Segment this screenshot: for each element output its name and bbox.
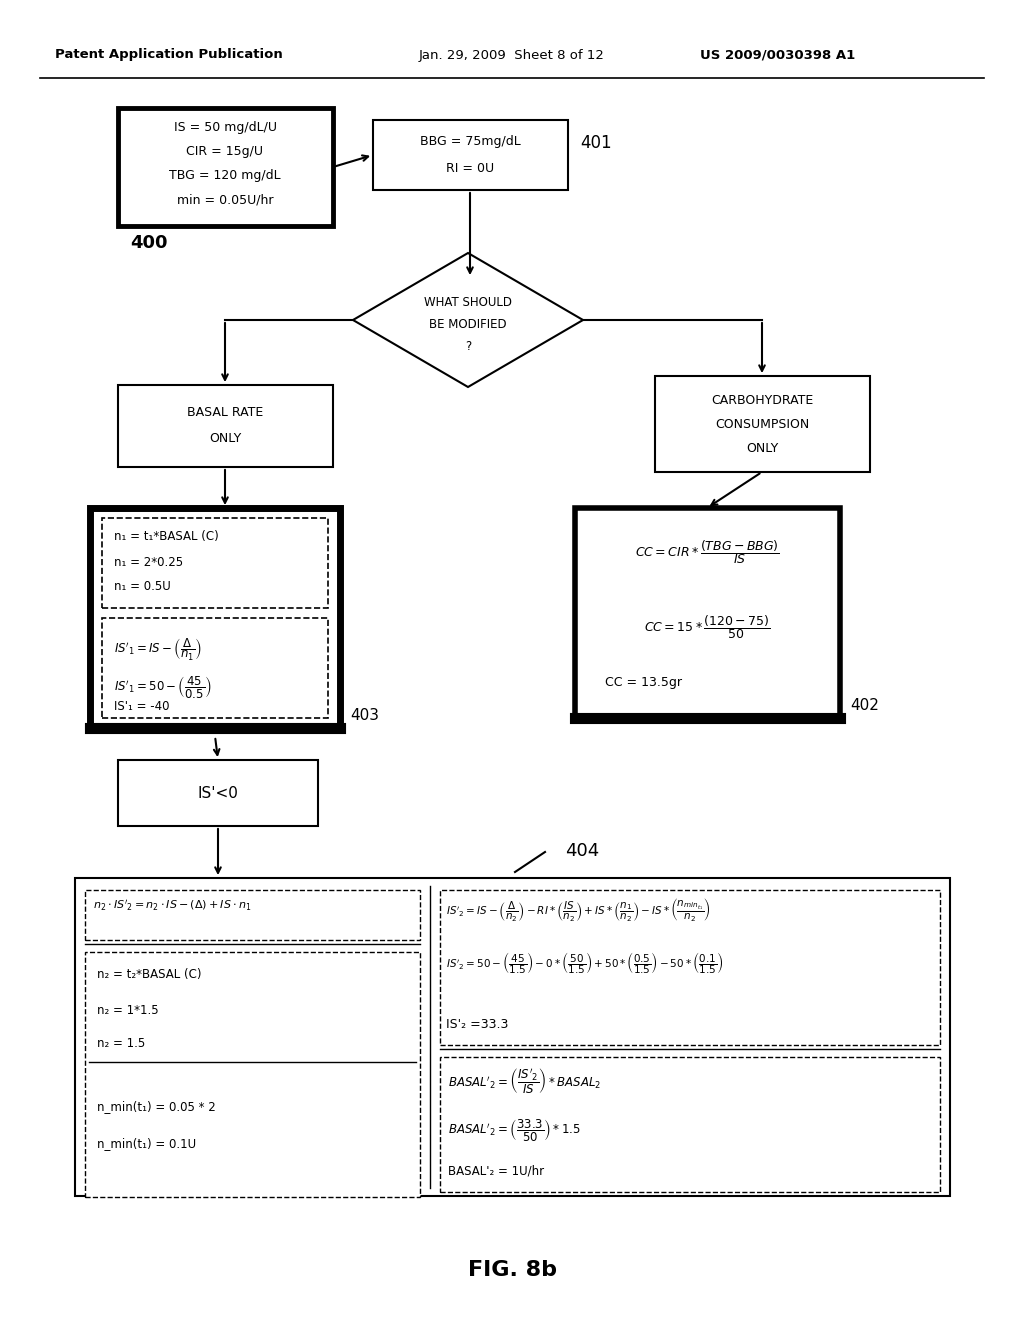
Text: n₁ = 0.5U: n₁ = 0.5U bbox=[114, 579, 171, 593]
Text: 401: 401 bbox=[580, 135, 611, 152]
Text: CC = 13.5gr: CC = 13.5gr bbox=[605, 676, 682, 689]
Text: min = 0.05U/hr: min = 0.05U/hr bbox=[177, 194, 273, 206]
Text: CARBOHYDRATE: CARBOHYDRATE bbox=[711, 393, 813, 407]
Text: n₂ = 1.5: n₂ = 1.5 bbox=[97, 1038, 145, 1049]
Text: ONLY: ONLY bbox=[209, 433, 241, 446]
Bar bbox=[118, 385, 333, 467]
Text: 403: 403 bbox=[350, 708, 379, 723]
Text: 404: 404 bbox=[565, 842, 599, 861]
Bar bbox=[102, 517, 328, 609]
Text: IS'₁ = -40: IS'₁ = -40 bbox=[114, 700, 170, 713]
Text: 402: 402 bbox=[850, 698, 879, 713]
Text: WHAT SHOULD: WHAT SHOULD bbox=[424, 296, 512, 309]
Text: n₁ = 2*0.25: n₁ = 2*0.25 bbox=[114, 556, 183, 569]
Text: $IS'_1 = 50 - \left(\dfrac{45}{0.5}\right)$: $IS'_1 = 50 - \left(\dfrac{45}{0.5}\righ… bbox=[114, 675, 212, 700]
Text: CONSUMPSION: CONSUMPSION bbox=[715, 417, 809, 430]
Text: TBG = 120 mg/dL: TBG = 120 mg/dL bbox=[169, 169, 281, 182]
Text: RI = 0U: RI = 0U bbox=[445, 161, 494, 174]
Bar bbox=[440, 1057, 940, 1192]
Text: n_min(t₁) = 0.05 * 2: n_min(t₁) = 0.05 * 2 bbox=[97, 1100, 216, 1113]
Text: BASAL RATE: BASAL RATE bbox=[186, 407, 263, 420]
Bar bbox=[118, 108, 333, 226]
Polygon shape bbox=[353, 253, 583, 387]
Text: BASAL'₂ = 1U/hr: BASAL'₂ = 1U/hr bbox=[449, 1166, 544, 1177]
Text: 400: 400 bbox=[130, 234, 168, 252]
Text: Jan. 29, 2009  Sheet 8 of 12: Jan. 29, 2009 Sheet 8 of 12 bbox=[419, 49, 605, 62]
Bar bbox=[655, 376, 870, 473]
Text: $CC = CIR* \dfrac{(TBG-BBG)}{IS}$: $CC = CIR* \dfrac{(TBG-BBG)}{IS}$ bbox=[635, 539, 779, 566]
Text: $IS'_2 = 50 - \left(\dfrac{45}{1.5}\right) - 0* \left(\dfrac{50}{1.5}\right) + 5: $IS'_2 = 50 - \left(\dfrac{45}{1.5}\righ… bbox=[446, 950, 723, 975]
Text: $IS'_2 = IS - \left(\dfrac{\Delta}{n_2}\right) - RI* \left(\dfrac{IS}{n_2}\right: $IS'_2 = IS - \left(\dfrac{\Delta}{n_2}\… bbox=[446, 896, 711, 923]
Text: n₂ = 1*1.5: n₂ = 1*1.5 bbox=[97, 1005, 159, 1016]
Text: Patent Application Publication: Patent Application Publication bbox=[55, 48, 283, 61]
Text: n_min(t₁) = 0.1U: n_min(t₁) = 0.1U bbox=[97, 1137, 197, 1150]
Bar bbox=[373, 120, 568, 190]
Text: n₁ = t₁*BASAL (C): n₁ = t₁*BASAL (C) bbox=[114, 531, 219, 543]
Text: ONLY: ONLY bbox=[745, 441, 778, 454]
Text: BBG = 75mg/dL: BBG = 75mg/dL bbox=[420, 136, 520, 149]
Bar bbox=[85, 890, 420, 940]
Bar bbox=[118, 760, 318, 826]
Text: FIG. 8b: FIG. 8b bbox=[468, 1261, 556, 1280]
Bar bbox=[440, 890, 940, 1045]
Text: n₂ = t₂*BASAL (C): n₂ = t₂*BASAL (C) bbox=[97, 968, 202, 981]
Text: BE MODIFIED: BE MODIFIED bbox=[429, 318, 507, 330]
Text: IS'₂ =33.3: IS'₂ =33.3 bbox=[446, 1018, 508, 1031]
Text: $IS'_1 = IS - \left(\dfrac{\Delta}{n_1}\right)$: $IS'_1 = IS - \left(\dfrac{\Delta}{n_1}\… bbox=[114, 636, 203, 663]
Text: $BASAL'_2 = \left(\dfrac{IS'_2}{IS}\right) * BASAL_2$: $BASAL'_2 = \left(\dfrac{IS'_2}{IS}\righ… bbox=[449, 1067, 601, 1097]
Text: $n_2 \cdot IS'_2 = n_2 \cdot IS - (\Delta) + IS \cdot n_1$: $n_2 \cdot IS'_2 = n_2 \cdot IS - (\Delt… bbox=[93, 898, 251, 912]
Text: IS = 50 mg/dL/U: IS = 50 mg/dL/U bbox=[173, 121, 276, 135]
Text: IS'<0: IS'<0 bbox=[198, 785, 239, 800]
Bar bbox=[575, 508, 840, 718]
Text: CIR = 15g/U: CIR = 15g/U bbox=[186, 145, 263, 158]
Bar bbox=[75, 878, 950, 1196]
Bar bbox=[85, 952, 420, 1197]
Text: ?: ? bbox=[465, 339, 471, 352]
Bar bbox=[102, 618, 328, 718]
Text: $BASAL'_2 = \left(\dfrac{33.3}{50}\right) * 1.5$: $BASAL'_2 = \left(\dfrac{33.3}{50}\right… bbox=[449, 1117, 581, 1143]
Bar bbox=[90, 508, 340, 729]
Text: $CC = 15* \dfrac{(120-75)}{50}$: $CC = 15* \dfrac{(120-75)}{50}$ bbox=[644, 612, 770, 642]
Text: US 2009/0030398 A1: US 2009/0030398 A1 bbox=[700, 48, 855, 61]
